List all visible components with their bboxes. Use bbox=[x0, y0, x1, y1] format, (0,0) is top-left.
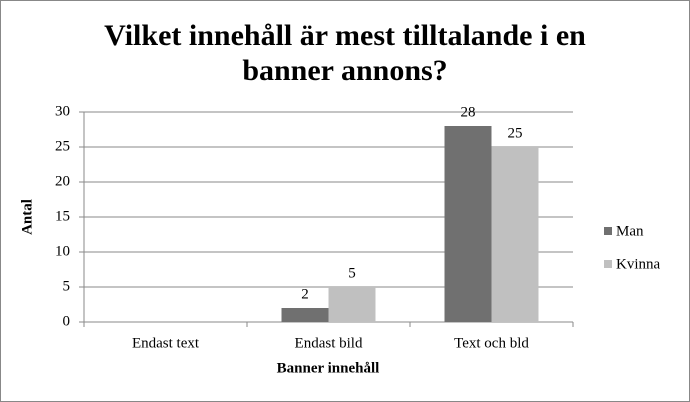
bar bbox=[328, 287, 376, 322]
x-tick-label: Text och bld bbox=[454, 335, 529, 351]
legend-label: Kvinna bbox=[616, 256, 661, 272]
y-tick-label: 5 bbox=[63, 278, 71, 294]
chart-title: banner annons? bbox=[242, 54, 447, 87]
legend-swatch bbox=[604, 260, 612, 268]
legend-swatch bbox=[604, 227, 612, 235]
chart-title: Vilket innehåll är mest tilltalande i en bbox=[104, 19, 586, 52]
data-label: 5 bbox=[348, 265, 356, 281]
bar bbox=[281, 308, 329, 322]
x-tick-label: Endast text bbox=[132, 335, 200, 351]
bar bbox=[444, 126, 492, 322]
y-tick-label: 10 bbox=[55, 243, 70, 259]
y-tick-label: 25 bbox=[55, 138, 70, 154]
y-tick-label: 20 bbox=[55, 173, 70, 189]
y-axis-title: Antal bbox=[19, 199, 35, 235]
data-label: 2 bbox=[301, 286, 309, 302]
data-label: 28 bbox=[461, 104, 476, 120]
x-axis-title: Banner innehåll bbox=[277, 360, 380, 376]
y-tick-label: 30 bbox=[55, 103, 70, 119]
data-label: 25 bbox=[508, 125, 523, 141]
legend-label: Man bbox=[616, 223, 644, 239]
y-tick-label: 15 bbox=[55, 208, 70, 224]
y-tick-label: 0 bbox=[63, 313, 71, 329]
x-tick-label: Endast bild bbox=[295, 335, 363, 351]
bar bbox=[491, 147, 539, 322]
